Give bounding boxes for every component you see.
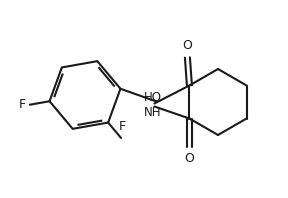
Text: F: F: [18, 98, 25, 111]
Text: HO: HO: [143, 90, 161, 104]
Text: NH: NH: [144, 106, 161, 118]
Text: F: F: [118, 120, 126, 133]
Text: O: O: [185, 151, 194, 165]
Text: O: O: [183, 38, 192, 51]
